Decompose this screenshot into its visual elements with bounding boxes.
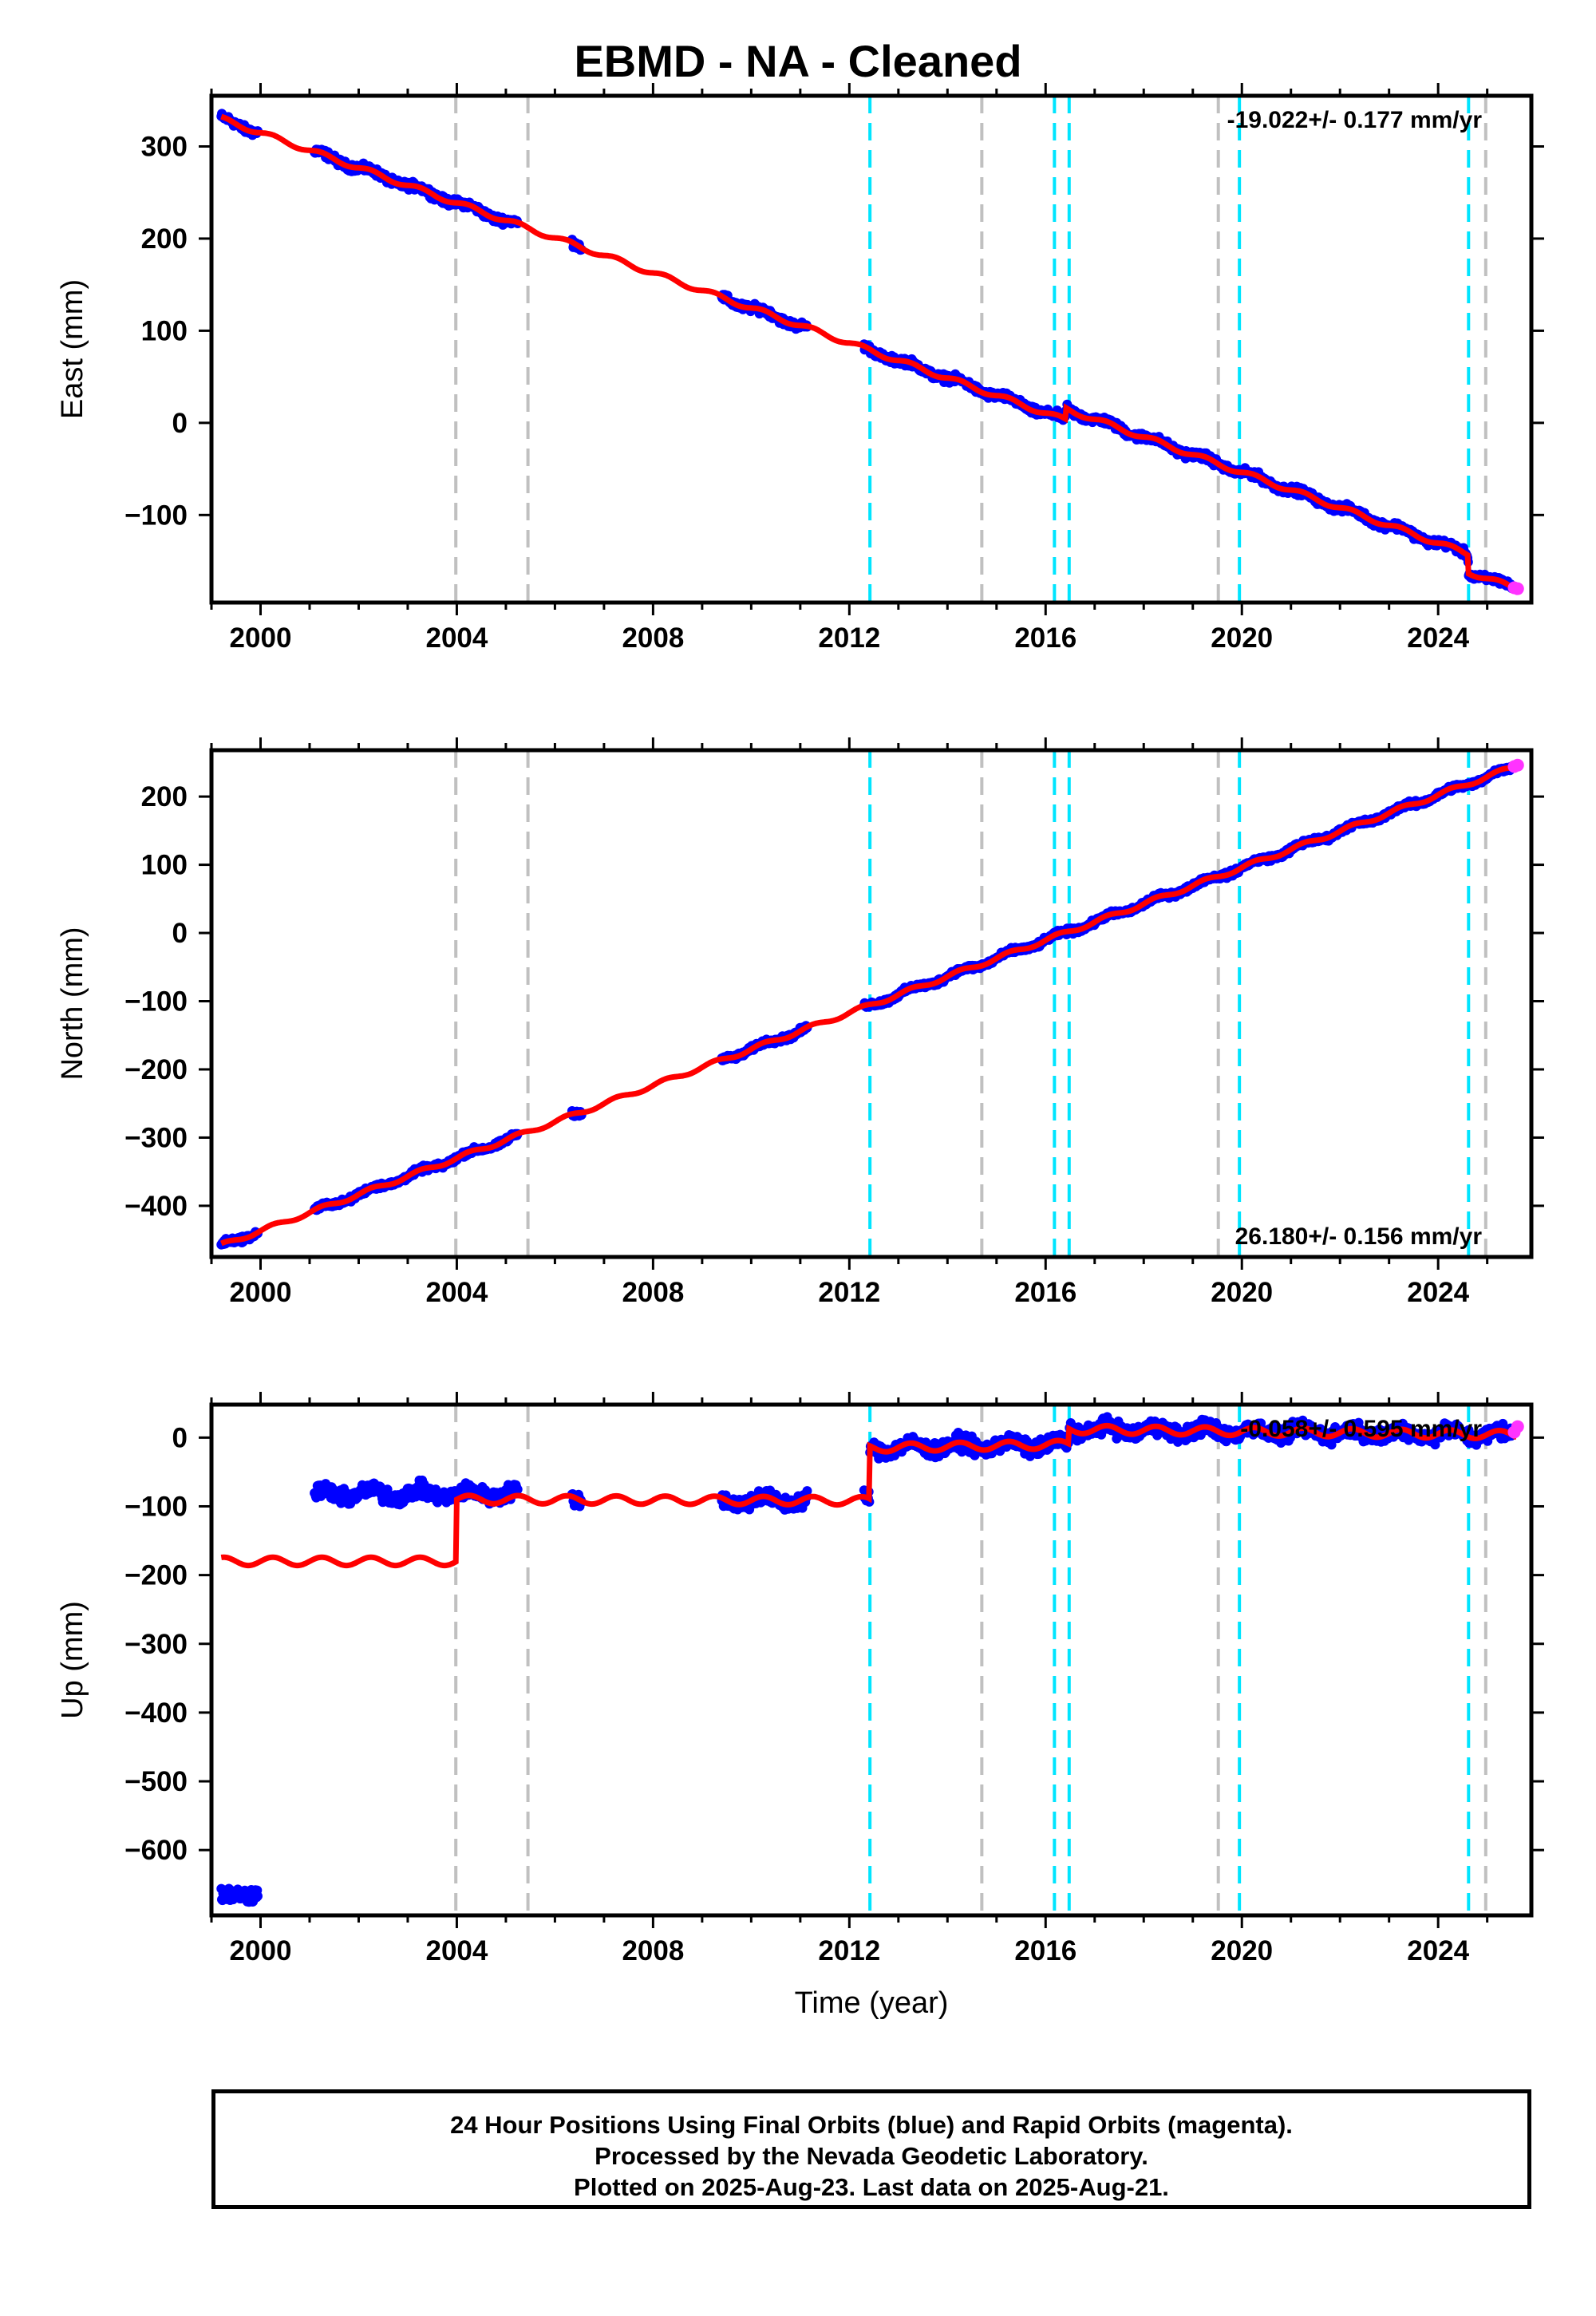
- y-tick-label: 300: [141, 132, 188, 163]
- chart-title: EBMD - NA - Cleaned: [574, 36, 1022, 86]
- y-tick-label: 0: [172, 408, 188, 439]
- x-tick-label: 2012: [818, 1277, 880, 1308]
- y-tick-label: 100: [141, 315, 188, 346]
- x-tick-label: 2016: [1014, 622, 1077, 654]
- y-tick-label: −100: [124, 500, 188, 531]
- y-tick-label: 200: [141, 223, 188, 255]
- y-tick-label: −200: [124, 1054, 188, 1085]
- x-tick-label: 2004: [425, 1277, 488, 1308]
- model-line: [220, 113, 1519, 593]
- y-tick-label: −100: [124, 986, 188, 1018]
- panel-east: 2000 2004 2008 2012 2016 2020 2024 −100 0 100 200 3…: [56, 83, 1544, 654]
- x-tick-label: 2016: [1014, 1277, 1077, 1308]
- x-tick-label: 2000: [230, 1277, 292, 1308]
- x-tick-label: 2012: [818, 622, 880, 654]
- y-axis-label: North (mm): [56, 927, 89, 1080]
- x-tick-label: 2004: [425, 622, 488, 654]
- x-tick-label: 2024: [1407, 622, 1469, 654]
- plot-frame: [209, 93, 1534, 605]
- y-tick-label: 200: [141, 781, 188, 812]
- x-tick-label: 2020: [1211, 622, 1273, 654]
- y-tick-label: −400: [124, 1191, 188, 1222]
- y-axis-label: East (mm): [56, 279, 89, 419]
- final-orbit-points: [216, 109, 1517, 594]
- rapid-orbit-point: [1511, 758, 1524, 772]
- y-tick-label: −300: [124, 1122, 188, 1153]
- data-point: [253, 1891, 263, 1901]
- rate-label: 26.180+/- 0.156 mm/yr: [1235, 1223, 1483, 1250]
- y-tick-label: 0: [172, 918, 188, 949]
- rate-label: -19.022+/- 0.177 mm/yr: [1227, 107, 1483, 133]
- panel-north: 2000 2004 2008 2012 2016 2020 2024−400−300−200…: [56, 737, 1544, 1308]
- y-tick-label: 100: [141, 850, 188, 881]
- x-tick-label: 2008: [622, 1277, 684, 1308]
- panel-up: 2000 2004 2008 2012 2016 2020 2024−600−500−400…: [56, 1392, 1544, 2020]
- x-tick-label: 2000: [230, 622, 292, 654]
- x-tick-label: 2008: [622, 622, 684, 654]
- rapid-orbit-point: [1511, 582, 1524, 595]
- x-tick-label: 2024: [1407, 1277, 1469, 1308]
- x-tick-label: 2020: [1211, 1277, 1273, 1308]
